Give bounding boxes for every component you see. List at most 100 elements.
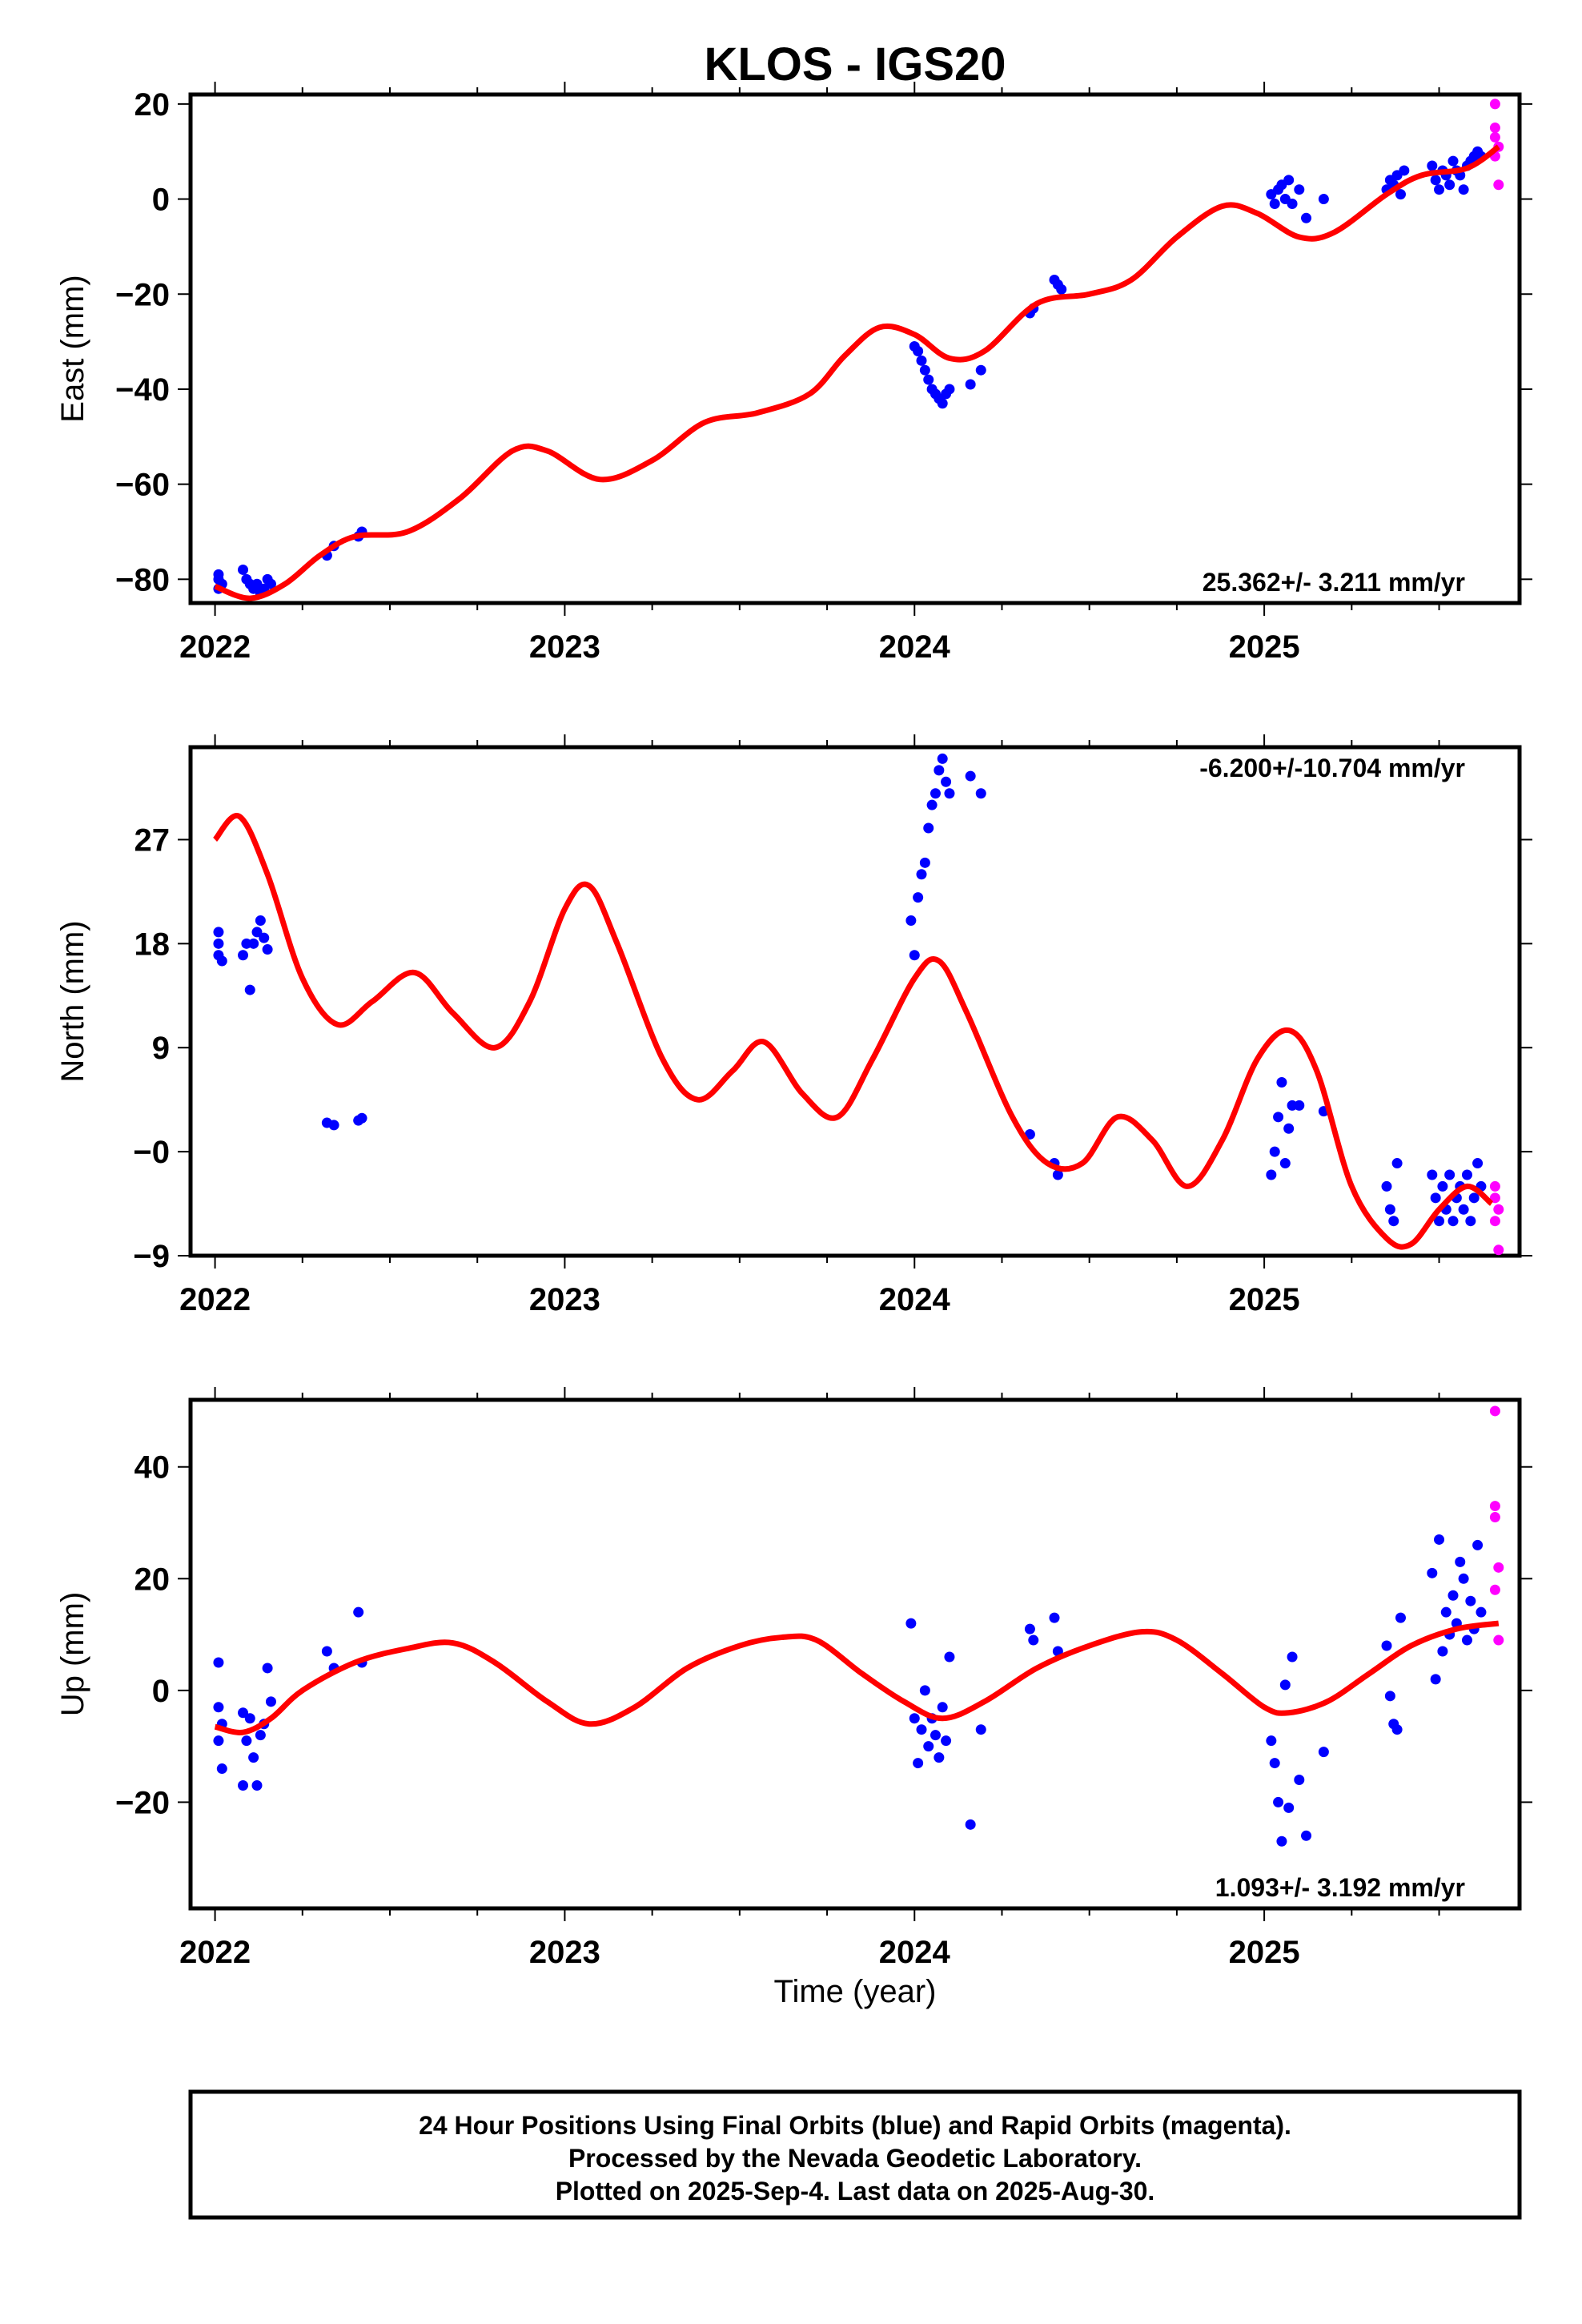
up-final-point (944, 1651, 955, 1663)
up-final-point (1472, 1539, 1484, 1550)
north-final-point (1391, 1158, 1403, 1169)
east-final-point (1430, 175, 1441, 186)
up-final-point (913, 1758, 924, 1769)
east-final-point (923, 374, 934, 385)
east-final-point (238, 564, 249, 575)
east-rapid-point (1489, 99, 1500, 110)
east-y-tick-label: −80 (115, 562, 170, 597)
east-y-tick-label: 0 (152, 183, 170, 218)
north-final-point (238, 950, 249, 961)
north-final-point (1468, 1192, 1480, 1204)
north-final-point (1279, 1158, 1291, 1169)
up-final-point (1476, 1606, 1487, 1618)
up-final-point (937, 1702, 948, 1713)
north-final-point (248, 938, 259, 949)
north-final-point (923, 822, 934, 834)
up-final-point (1049, 1612, 1060, 1623)
north-final-point (975, 788, 986, 799)
north-final-point (259, 932, 270, 943)
north-final-point (1444, 1169, 1456, 1180)
up-final-point (1028, 1634, 1039, 1646)
north-final-point (1294, 1100, 1305, 1111)
up-final-point (213, 1657, 224, 1668)
up-final-point (1024, 1623, 1035, 1634)
north-final-point (1052, 1169, 1063, 1180)
up-final-point (353, 1606, 364, 1618)
north-x-tick-label: 2022 (179, 1282, 251, 1317)
east-final-point (975, 364, 986, 376)
north-final-point (1266, 1169, 1277, 1180)
up-final-point (1279, 1679, 1291, 1691)
up-final-point (1395, 1612, 1406, 1623)
up-final-point (1455, 1556, 1466, 1567)
up-rate-label: 1.093+/- 3.192 mm/yr (1215, 1873, 1465, 1902)
up-final-point (1447, 1590, 1459, 1601)
north-final-point (251, 927, 263, 938)
up-final-point (934, 1752, 945, 1763)
up-final-point (1287, 1651, 1298, 1663)
east-x-tick-label: 2022 (179, 629, 251, 665)
east-plot-frame (188, 92, 1522, 605)
east-final-point (1287, 198, 1298, 209)
north-final-point (905, 915, 917, 926)
up-final-point (1427, 1567, 1438, 1578)
north-final-point (1430, 1192, 1441, 1204)
north-final-point (919, 857, 930, 868)
north-final-point (1458, 1204, 1469, 1215)
east-final-point (1444, 179, 1456, 191)
up-final-point (905, 1618, 917, 1629)
x-axis-label: Time (year) (774, 1974, 937, 2009)
north-final-point (965, 770, 976, 782)
up-y-axis-label: Up (mm) (55, 1592, 90, 1717)
east-final-point (1434, 184, 1445, 195)
up-final-point (251, 1779, 263, 1791)
north-final-point (934, 765, 945, 776)
east-y-tick-label: −60 (115, 468, 170, 503)
up-final-point (1461, 1634, 1472, 1646)
east-rapid-point (1493, 179, 1504, 191)
up-final-point (1301, 1830, 1312, 1841)
north-rate-label: -6.200+/-10.704 mm/yr (1199, 754, 1465, 782)
east-final-point (944, 384, 955, 395)
up-rapid-point (1489, 1501, 1500, 1512)
up-y-tick-label: 40 (135, 1450, 171, 1486)
east-x-tick-label: 2025 (1229, 629, 1300, 665)
up-final-point (241, 1735, 252, 1747)
up-rapid-point (1489, 1584, 1500, 1595)
up-final-point (244, 1713, 255, 1724)
north-final-point (1384, 1204, 1395, 1215)
east-x-tick-label: 2024 (879, 629, 951, 665)
east-final-point (965, 379, 976, 390)
north-x-tick-label: 2023 (529, 1282, 600, 1317)
north-final-point (1437, 1180, 1448, 1192)
north-final-point (1024, 1128, 1035, 1140)
footer-line-3: Plotted on 2025-Sep-4. Last data on 2025… (556, 2177, 1155, 2205)
east-final-point (913, 345, 924, 356)
up-final-point (238, 1779, 249, 1791)
east-final-point (916, 355, 927, 366)
up-final-point (1391, 1724, 1403, 1735)
north-x-tick-label: 2024 (879, 1282, 951, 1317)
east-y-tick-label: −20 (115, 277, 170, 312)
east-y-tick-label: 20 (135, 87, 171, 123)
east-final-point (1318, 194, 1329, 205)
up-final-point (965, 1819, 976, 1830)
up-final-point (941, 1735, 952, 1747)
up-rapid-point (1493, 1634, 1504, 1646)
east-final-point (1427, 160, 1438, 171)
north-final-point (1269, 1146, 1280, 1157)
north-final-point (926, 799, 938, 810)
east-final-point (1294, 184, 1305, 195)
east-final-point (919, 364, 930, 376)
north-x-tick-label: 2025 (1229, 1282, 1300, 1317)
north-final-point (1427, 1169, 1438, 1180)
up-final-point (923, 1741, 934, 1752)
north-model-curve (212, 813, 1494, 1250)
up-rapid-point (1489, 1512, 1500, 1523)
up-final-point (1283, 1802, 1295, 1813)
north-final-point (1381, 1180, 1392, 1192)
up-final-point (255, 1730, 266, 1741)
up-rapid-point (1493, 1562, 1504, 1573)
footer-line-1: 24 Hour Positions Using Final Orbits (bl… (419, 2111, 1291, 2140)
north-final-point (1472, 1158, 1484, 1169)
